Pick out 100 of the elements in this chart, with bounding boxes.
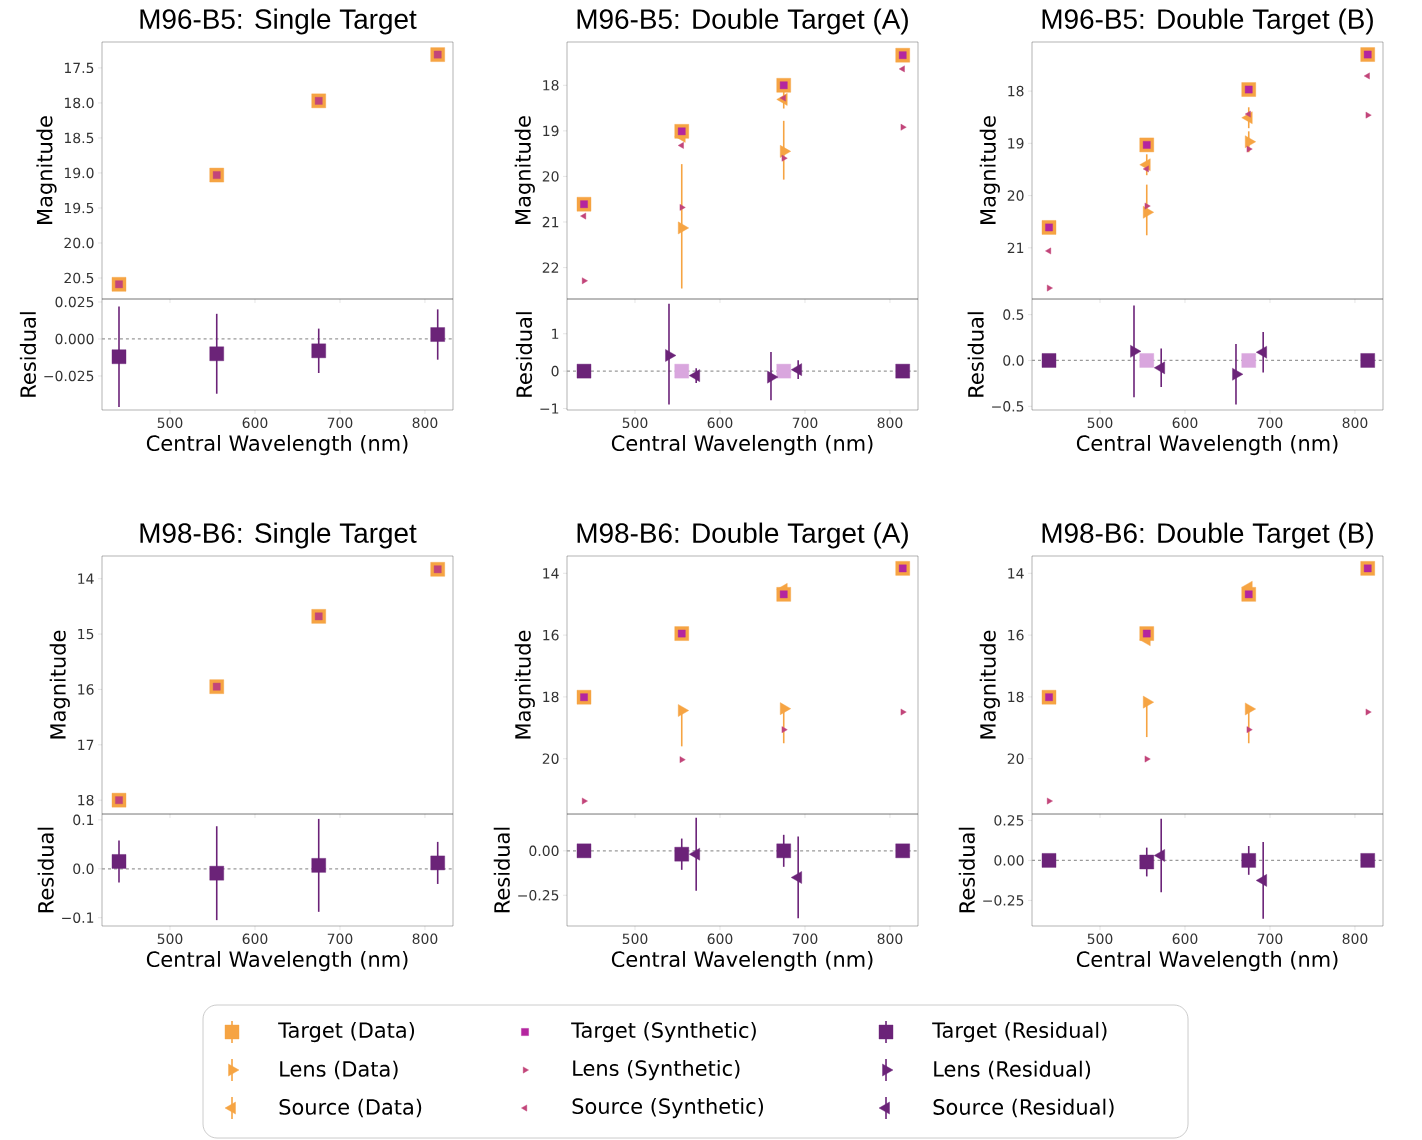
y-tick-label: 16 [543,629,559,641]
x-tick-label: 500 [157,417,183,429]
y-axis-title: Residual [958,827,975,913]
x-axis-title: Central Wavelength (nm) [1076,434,1338,456]
legend-label: Source (Synthetic) [572,1097,764,1119]
y-tick-label: −0.25 [983,895,1024,906]
y-tick-label: 20 [542,171,559,182]
y-axis-title: Magnitude [514,630,535,739]
y-axis-title: Residual [37,827,54,913]
y-tick-label: 21 [1007,242,1024,253]
x-tick-label: 700 [1257,417,1283,429]
x-tick-label: 700 [1257,933,1283,945]
legend-label: Target (Data) [278,1021,415,1043]
chart-title: M96-B5: Single Target [140,8,417,35]
x-tick-label: 500 [622,417,648,429]
x-tick-label: 700 [792,417,818,429]
x-axis-title: Central Wavelength (nm) [611,950,873,972]
y-tick-label: 19.0 [64,167,94,179]
y-tick-label: 18 [543,80,559,91]
x-tick-label: 700 [327,933,353,945]
x-tick-label: 800 [1342,933,1368,945]
y-tick-label: 15 [78,628,94,640]
y-tick-label: 0.0 [73,863,94,875]
y-tick-label: −0.5 [992,401,1024,412]
y-tick-label: −0.025 [44,370,94,382]
y-tick-label: 14 [1008,568,1024,579]
y-tick-label: 0.00 [529,845,559,857]
y-tick-label: 17.5 [64,62,94,74]
x-axis-title: Central Wavelength (nm) [146,950,408,972]
x-tick-label: 800 [877,417,903,429]
y-tick-label: 20.0 [64,237,94,249]
legend-label: Source (Data) [279,1098,422,1118]
y-tick-label: 18 [78,794,94,806]
chart-title: M98-B6: Single Target [140,522,417,549]
y-tick-label: 0.0 [1003,355,1024,366]
x-axis-title: Central Wavelength (nm) [146,434,408,456]
y-tick-label: 0.1 [73,814,94,826]
x-tick-label: 600 [1172,933,1198,945]
y-tick-label: 18 [543,691,559,703]
x-tick-label: 500 [622,933,648,945]
y-axis-title: Residual [967,312,984,397]
legend-label: Target (Residual) [932,1021,1107,1043]
y-tick-label: 18.5 [64,132,94,144]
x-tick-label: 700 [327,417,353,429]
y-axis-title: Residual [19,312,37,397]
legend-label: Lens (Synthetic) [573,1059,740,1081]
y-tick-label: 14 [78,573,94,584]
x-tick-label: 600 [707,933,733,945]
x-tick-label: 600 [242,417,268,429]
y-tick-label: 0.5 [1003,309,1024,320]
legend-label: Lens (Data) [280,1060,398,1080]
y-tick-label: 22 [542,262,559,273]
x-tick-label: 800 [412,933,438,945]
y-tick-label: 1 [552,328,559,339]
y-tick-label: 0.000 [55,333,94,345]
chart-title: M96-B5: Double Target (B) [1042,8,1373,35]
legend-label: Target (Synthetic) [571,1021,756,1043]
x-axis-title: Central Wavelength (nm) [611,434,873,456]
y-tick-label: 18 [1008,691,1024,703]
y-tick-label: 20 [542,753,559,764]
y-tick-label: −0.25 [518,889,559,901]
y-axis-title: Magnitude [979,116,1000,224]
x-tick-label: 600 [242,933,268,945]
y-tick-label: 0 [551,365,559,377]
x-tick-label: 800 [412,417,438,429]
chart-title: M96-B5: Double Target (A) [577,8,908,35]
x-tick-label: 500 [1087,417,1113,429]
y-tick-label: 0.025 [55,296,94,308]
x-tick-label: 500 [157,933,183,945]
x-axis-title: Central Wavelength (nm) [1076,950,1338,972]
y-tick-label: 0.25 [994,815,1024,826]
y-tick-label: 16 [1008,629,1024,641]
y-axis-title: Magnitude [514,116,535,224]
legend-label: Lens (Residual) [934,1060,1091,1080]
y-tick-label: 14 [543,568,559,579]
y-tick-label: 18 [1008,85,1024,97]
chart-title: M98-B6: Double Target (B) [1042,522,1373,549]
x-tick-label: 600 [1172,417,1198,429]
y-tick-label: 16 [78,684,94,695]
x-tick-label: 500 [1087,933,1113,945]
legend-label: Source (Residual) [933,1098,1114,1118]
y-axis-title: Residual [493,827,510,913]
y-tick-label: 19 [1008,138,1024,149]
x-tick-label: 800 [877,933,903,945]
x-tick-label: 700 [792,933,818,945]
y-tick-label: −0.1 [62,912,94,923]
y-axis-title: Residual [515,312,533,397]
y-axis-title: Magnitude [979,630,1000,739]
x-tick-label: 800 [1342,417,1368,429]
y-tick-label: 18.0 [64,97,94,109]
y-tick-label: 21 [542,216,559,228]
y-tick-label: 20.5 [64,272,94,284]
y-tick-label: 19.5 [64,202,94,214]
y-axis-title: Magnitude [49,630,70,739]
y-tick-label: −1 [540,403,559,414]
x-tick-label: 600 [707,417,733,429]
y-tick-label: 20 [1007,753,1024,764]
y-tick-label: 0.00 [994,855,1024,866]
y-tick-label: 17 [78,739,94,750]
chart-title: M98-B6: Double Target (A) [577,522,908,549]
